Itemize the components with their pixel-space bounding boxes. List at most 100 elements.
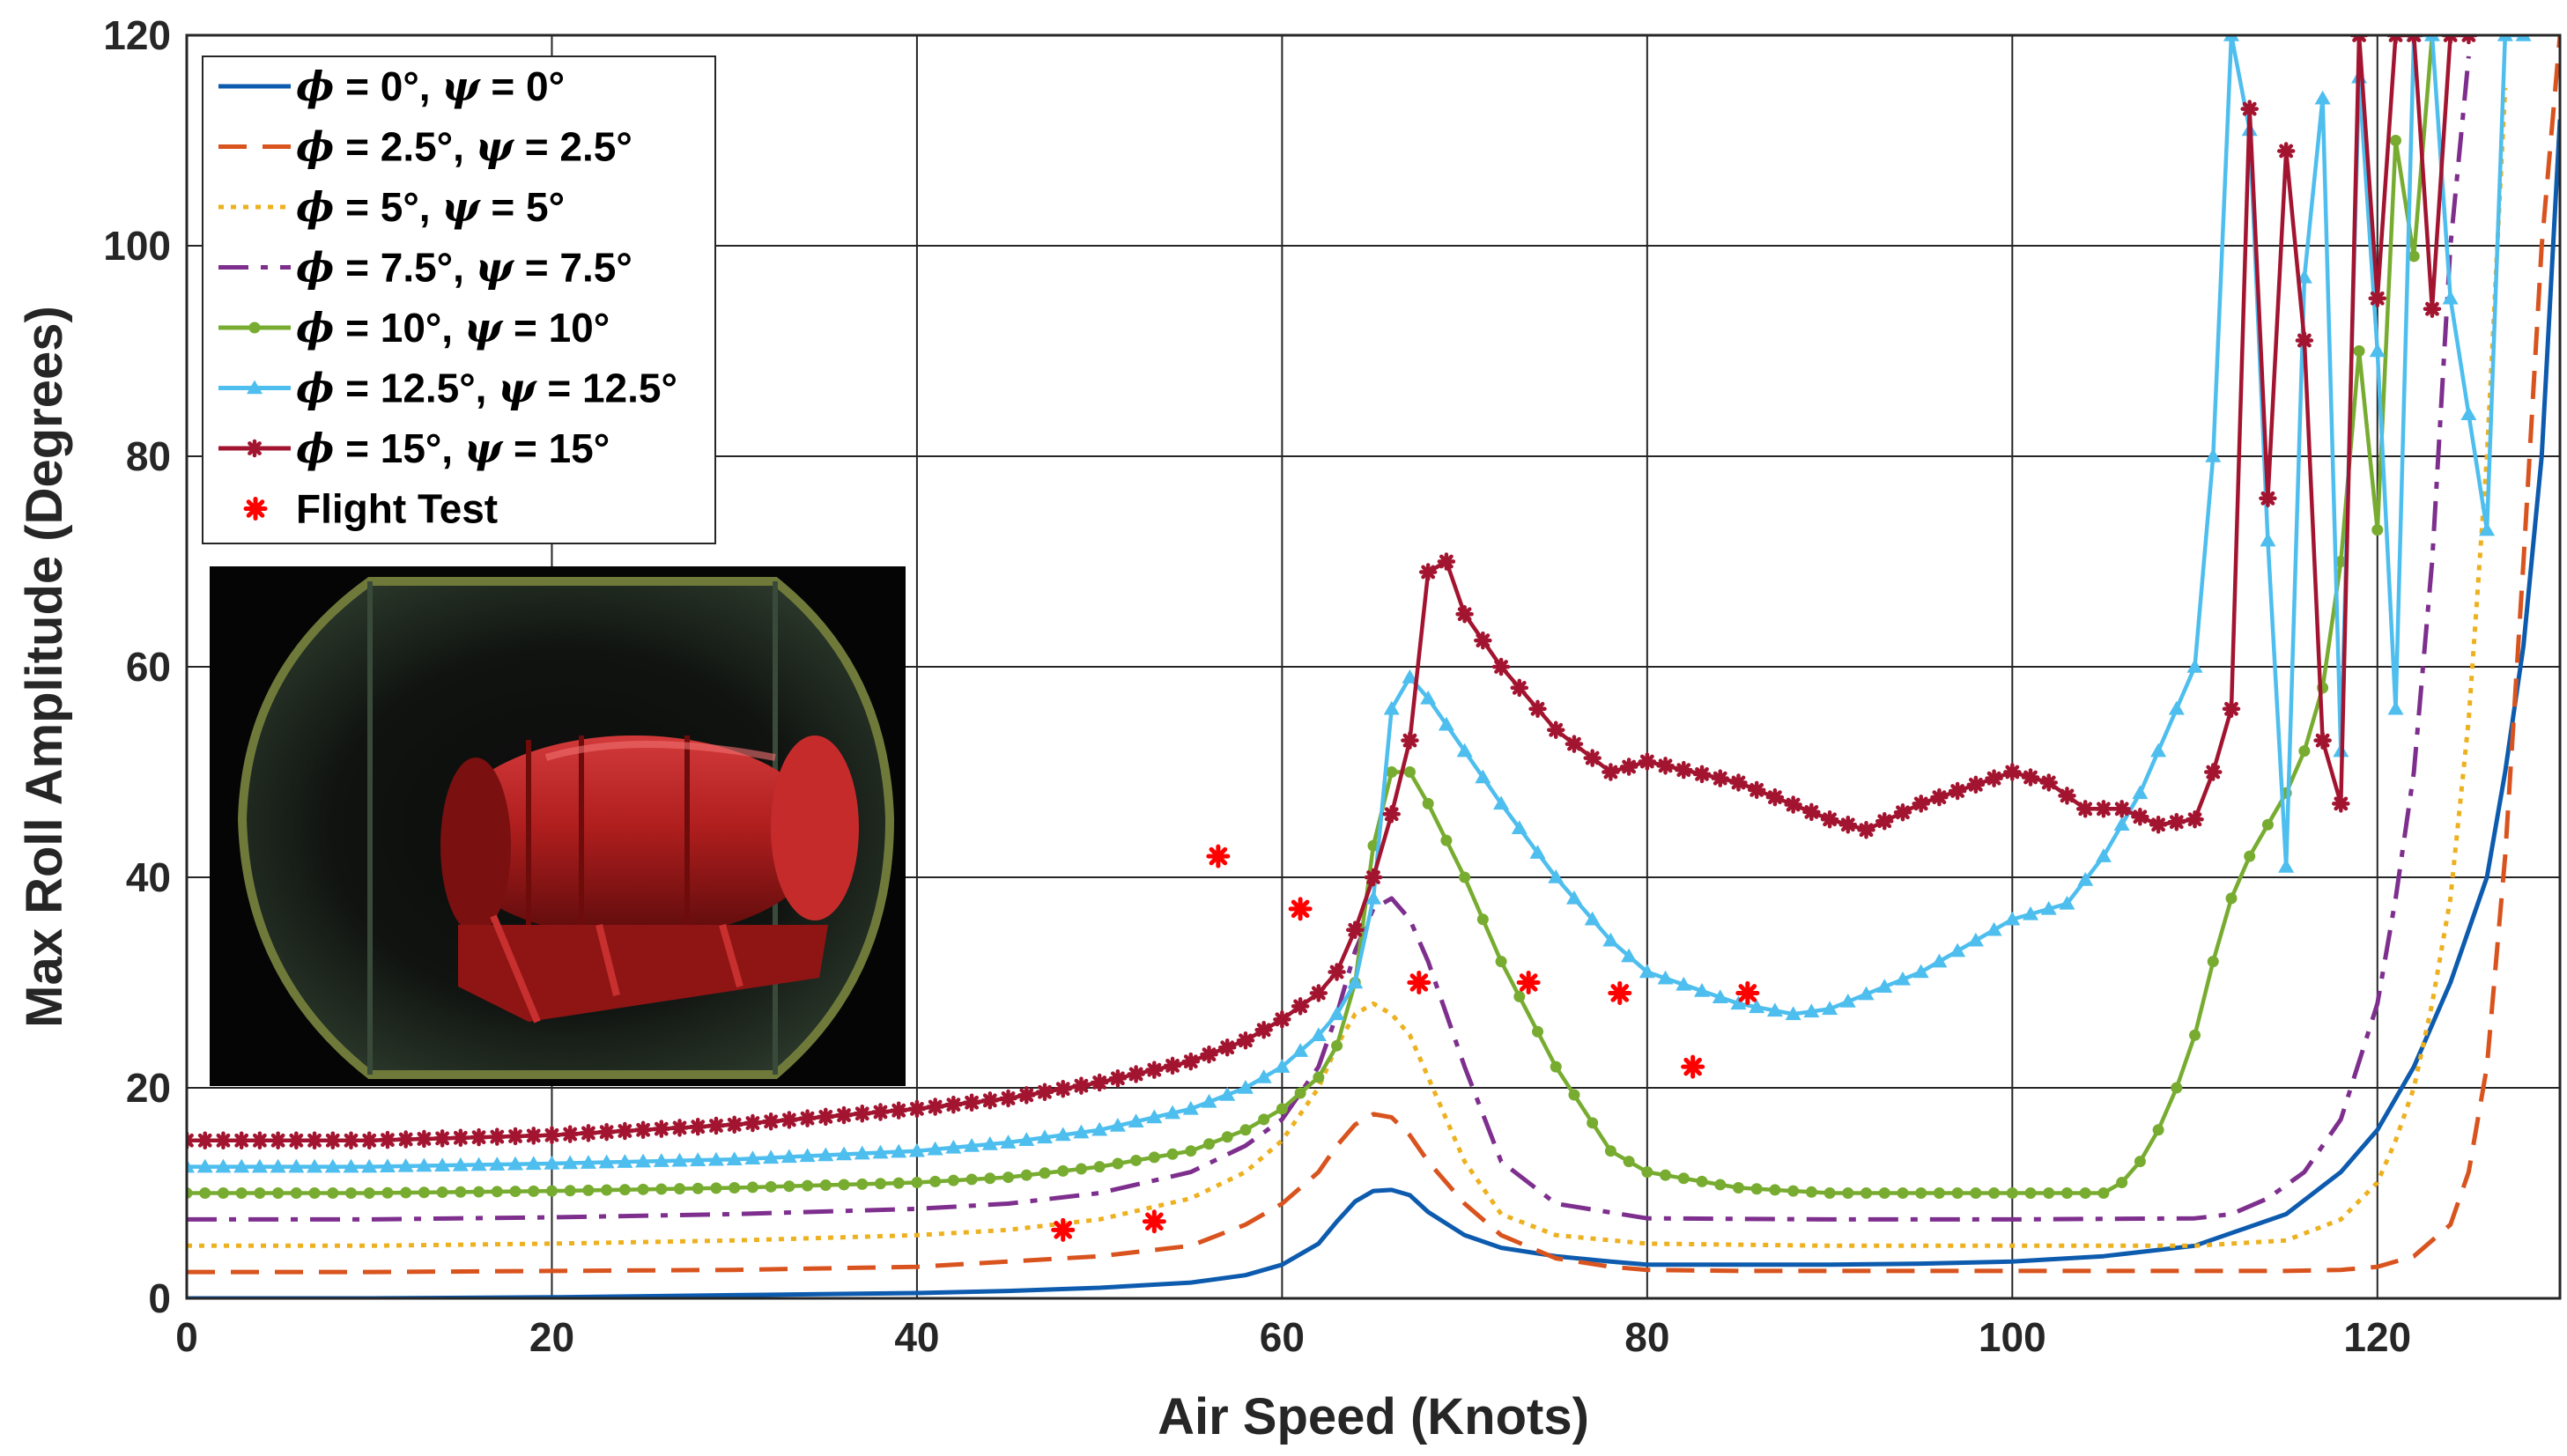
data-point (2186, 810, 2204, 829)
data-point (1407, 971, 1431, 994)
data-point (381, 1186, 394, 1199)
data-point (1455, 605, 1474, 624)
data-point (1623, 1156, 1635, 1168)
data-point (1785, 1006, 1801, 1021)
data-point (416, 1157, 433, 1172)
data-point (929, 1175, 942, 1187)
data-point (891, 1143, 907, 1158)
series-7 (1051, 844, 1760, 1242)
data-point (418, 1186, 430, 1199)
data-point (434, 1157, 451, 1171)
data-point (324, 1158, 341, 1173)
data-point (2313, 731, 2332, 750)
data-point (1966, 775, 1986, 795)
data-point (2095, 848, 2112, 862)
data-point (470, 1157, 487, 1171)
data-point (761, 1112, 780, 1131)
data-point (1677, 1172, 1690, 1185)
data-point (1130, 1154, 1143, 1166)
legend-label: ϕ = 7.5°, ψ = 7.5° (296, 244, 633, 292)
data-point (616, 1121, 634, 1141)
data-point (1456, 743, 1473, 758)
data-point (1735, 980, 1760, 1005)
data-point (1532, 1025, 1544, 1038)
data-point (706, 1116, 726, 1135)
x-axis-title: Air Speed (Knots) (1158, 1388, 1589, 1445)
data-point (2058, 787, 2076, 805)
legend-entry: ϕ = 2.5°, ψ = 2.5° (218, 123, 633, 171)
data-point (1784, 795, 1802, 814)
data-point (308, 1187, 321, 1199)
data-point (1930, 787, 1949, 807)
data-point (2260, 532, 2276, 547)
data-point (652, 1120, 671, 1138)
data-point (1000, 1134, 1017, 1149)
data-point (1692, 765, 1712, 784)
data-point (342, 1131, 360, 1149)
data-point (1185, 1145, 1197, 1157)
data-point (2167, 813, 2186, 831)
y-tick-label: 120 (103, 12, 171, 58)
data-point (1127, 1065, 1145, 1083)
data-point (1878, 1187, 1890, 1199)
x-tick-label: 60 (1260, 1314, 1305, 1360)
data-point (545, 1185, 558, 1197)
data-point (1402, 669, 1418, 684)
data-point (2349, 35, 2369, 45)
data-point (2408, 250, 2420, 262)
data-point (491, 1186, 503, 1198)
data-point (817, 1147, 834, 1162)
data-point (798, 1109, 817, 1127)
data-point (1712, 989, 1728, 1003)
data-point (305, 1131, 324, 1149)
data-point (1696, 1175, 1708, 1187)
data-series (187, 35, 2560, 1298)
data-point (799, 1148, 816, 1163)
data-point (243, 497, 268, 521)
data-point (1420, 690, 1437, 705)
data-point (1346, 920, 1365, 939)
store-body (445, 735, 824, 938)
x-tick-label: 0 (175, 1314, 198, 1360)
data-point (1676, 976, 1692, 991)
data-point (2387, 700, 2404, 715)
data-point (506, 1127, 525, 1146)
legend-entry: ϕ = 10°, ψ = 10° (218, 304, 610, 351)
data-point (2261, 818, 2274, 831)
data-point (1057, 1164, 1069, 1177)
data-point (2244, 850, 2256, 862)
data-point (1639, 964, 1655, 979)
data-point (1258, 1113, 1270, 1126)
data-point (1656, 757, 1675, 775)
x-tick-label: 80 (1624, 1314, 1669, 1360)
data-point (1602, 932, 1619, 947)
data-point (396, 1130, 415, 1149)
data-point (1858, 986, 1875, 1001)
series-line (187, 35, 2560, 1275)
data-point (2134, 1156, 2146, 1168)
data-point (834, 1105, 854, 1125)
data-point (688, 1117, 707, 1136)
data-point (597, 1122, 616, 1142)
data-point (1039, 1167, 1051, 1179)
data-point (1313, 1071, 1325, 1083)
data-point (564, 1185, 576, 1197)
data-point (2389, 135, 2401, 146)
data-point (307, 1158, 323, 1173)
data-point (1386, 766, 1398, 778)
y-tick-label: 40 (126, 854, 171, 900)
data-point (509, 1186, 522, 1198)
inset-photo (210, 566, 906, 1086)
data-point (1681, 1054, 1705, 1079)
data-point (1163, 1056, 1182, 1075)
data-point (1933, 1187, 1945, 1199)
data-point (1805, 1186, 1817, 1198)
data-point (1986, 921, 2002, 936)
data-point (343, 1158, 359, 1173)
data-point (1765, 787, 1785, 807)
data-point (269, 1131, 287, 1149)
data-point (1201, 1093, 1217, 1108)
data-point (1931, 953, 1948, 968)
data-point (1459, 871, 1471, 883)
data-point (507, 1156, 524, 1171)
